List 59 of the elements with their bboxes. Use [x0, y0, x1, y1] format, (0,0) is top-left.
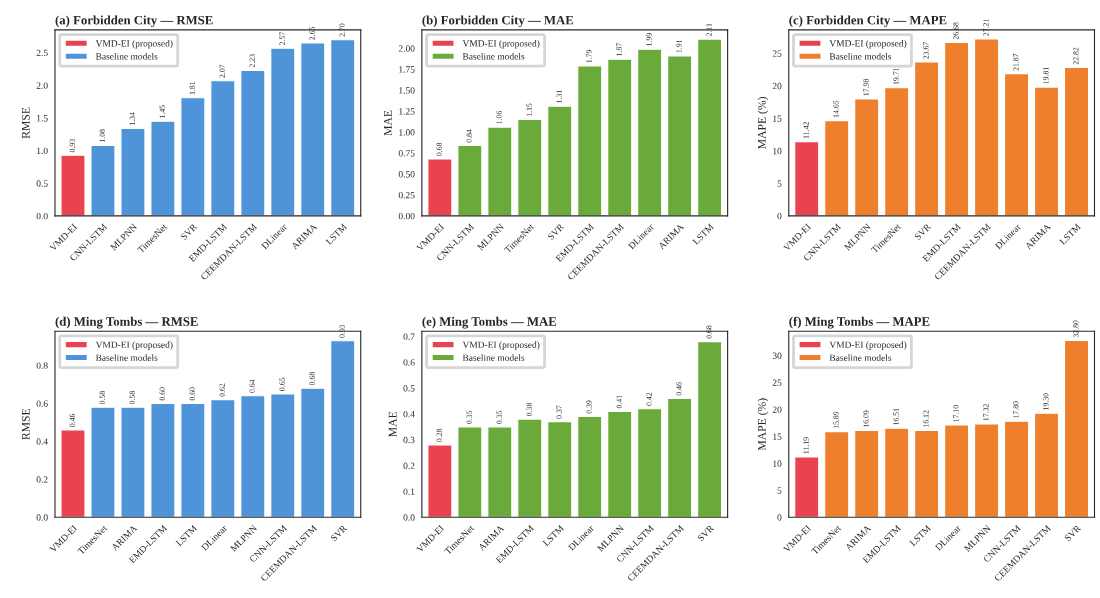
bar — [517, 119, 543, 216]
bar — [120, 406, 146, 518]
bar — [330, 340, 356, 518]
bar — [1063, 339, 1090, 518]
bar — [457, 144, 483, 216]
bar — [824, 120, 850, 216]
bar — [577, 415, 603, 518]
bar — [240, 395, 266, 518]
bar — [794, 456, 820, 518]
bar — [270, 393, 296, 518]
bar — [854, 429, 880, 518]
bar — [427, 444, 453, 518]
bar — [150, 120, 176, 216]
bar — [1063, 66, 1090, 216]
bar — [300, 42, 326, 216]
bar — [180, 402, 206, 518]
bar — [794, 141, 820, 216]
bar — [824, 431, 850, 518]
bar — [667, 397, 693, 518]
bar — [944, 41, 970, 216]
bar — [60, 154, 86, 216]
bar — [120, 127, 146, 216]
bar — [1004, 420, 1030, 518]
bar — [884, 427, 910, 518]
bar — [330, 39, 356, 216]
bar — [637, 48, 663, 216]
bar — [517, 418, 543, 518]
bar — [487, 426, 513, 518]
bar — [1033, 412, 1060, 518]
bar — [854, 98, 880, 216]
bar — [607, 410, 633, 518]
bar — [427, 158, 453, 216]
bar — [1004, 73, 1030, 216]
bar — [60, 429, 86, 518]
bar — [270, 47, 296, 216]
bar — [974, 423, 1000, 518]
bar — [210, 80, 236, 216]
bar — [637, 408, 663, 518]
bar — [210, 399, 236, 518]
bar — [150, 402, 176, 518]
bar — [607, 58, 633, 216]
bar — [667, 55, 693, 216]
bar — [914, 429, 940, 518]
bar — [457, 426, 483, 518]
bar — [90, 406, 116, 518]
bar — [697, 341, 723, 518]
bar — [180, 97, 206, 216]
bar — [547, 421, 573, 518]
bar — [240, 69, 266, 216]
bar — [697, 38, 723, 216]
bar — [884, 87, 910, 216]
bar — [1033, 86, 1060, 216]
bar — [944, 424, 970, 518]
bar — [547, 105, 573, 216]
bar — [300, 387, 326, 518]
bar — [487, 126, 513, 216]
bar — [974, 38, 1000, 216]
bar — [90, 144, 116, 216]
bar — [577, 65, 603, 216]
